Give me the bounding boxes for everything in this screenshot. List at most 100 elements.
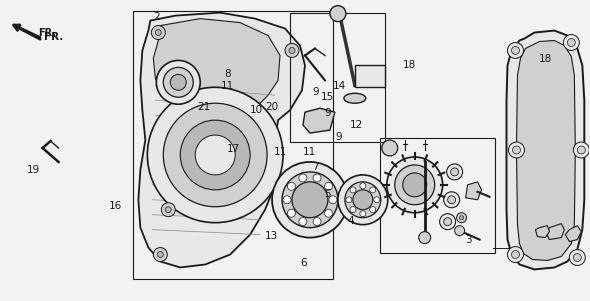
Text: 17: 17 (227, 144, 240, 154)
Circle shape (350, 187, 356, 193)
Circle shape (338, 175, 388, 225)
Circle shape (283, 196, 291, 204)
Circle shape (163, 67, 194, 97)
Circle shape (165, 207, 171, 213)
Circle shape (181, 120, 250, 190)
Text: 10: 10 (250, 105, 263, 115)
Circle shape (387, 157, 442, 213)
Circle shape (563, 35, 579, 51)
Circle shape (513, 146, 520, 154)
Circle shape (569, 250, 585, 265)
Circle shape (448, 196, 455, 204)
Circle shape (360, 183, 366, 189)
Polygon shape (303, 108, 335, 133)
Circle shape (460, 216, 464, 220)
Circle shape (444, 218, 451, 226)
Ellipse shape (344, 93, 366, 103)
Bar (290, 13, 385, 142)
Circle shape (370, 187, 376, 193)
Circle shape (403, 173, 427, 197)
Text: FR.: FR. (38, 28, 57, 38)
Text: 11: 11 (274, 147, 287, 157)
Polygon shape (153, 19, 280, 118)
Circle shape (195, 135, 235, 175)
Text: 16: 16 (109, 201, 122, 211)
Circle shape (451, 168, 458, 176)
Text: 20: 20 (265, 102, 278, 112)
Circle shape (330, 6, 346, 22)
Circle shape (507, 42, 523, 58)
Circle shape (573, 142, 589, 158)
Circle shape (512, 46, 519, 54)
Circle shape (447, 164, 463, 180)
Circle shape (509, 142, 525, 158)
Text: 7: 7 (312, 162, 319, 172)
Circle shape (353, 190, 373, 210)
Circle shape (313, 218, 321, 225)
Circle shape (289, 48, 295, 54)
Text: 9: 9 (324, 108, 330, 118)
Polygon shape (536, 226, 549, 237)
Text: 11: 11 (221, 81, 234, 91)
Circle shape (444, 192, 460, 208)
Polygon shape (139, 13, 305, 268)
Circle shape (568, 39, 575, 46)
Circle shape (153, 247, 168, 262)
Text: 13: 13 (265, 231, 278, 241)
Text: 15: 15 (321, 92, 334, 101)
Circle shape (287, 182, 296, 190)
Circle shape (285, 44, 299, 57)
Polygon shape (516, 41, 575, 260)
Polygon shape (466, 182, 481, 200)
Circle shape (512, 250, 519, 259)
Circle shape (287, 209, 296, 217)
Circle shape (573, 253, 581, 262)
Circle shape (156, 61, 200, 104)
Bar (133, 11, 333, 279)
Circle shape (285, 197, 291, 203)
Circle shape (161, 203, 175, 217)
Circle shape (313, 174, 321, 182)
Circle shape (272, 162, 348, 237)
Circle shape (299, 174, 307, 182)
Circle shape (299, 218, 307, 225)
Circle shape (324, 182, 333, 190)
Text: 11: 11 (303, 147, 316, 157)
Circle shape (374, 197, 380, 203)
Circle shape (163, 103, 267, 207)
Circle shape (324, 209, 333, 217)
Circle shape (455, 226, 464, 236)
Circle shape (281, 193, 295, 207)
Circle shape (155, 29, 161, 36)
Text: 18: 18 (539, 54, 552, 64)
Circle shape (292, 182, 328, 218)
Circle shape (158, 252, 163, 257)
Circle shape (419, 232, 431, 244)
Text: 14: 14 (333, 81, 346, 91)
Text: 21: 21 (197, 102, 211, 112)
Circle shape (282, 172, 338, 228)
Circle shape (507, 247, 523, 262)
Circle shape (382, 140, 398, 156)
Polygon shape (565, 226, 581, 242)
Text: 12: 12 (350, 120, 363, 130)
Circle shape (440, 214, 455, 230)
Circle shape (578, 146, 585, 154)
Text: 8: 8 (224, 69, 231, 79)
Circle shape (345, 182, 381, 218)
Circle shape (329, 196, 337, 204)
Circle shape (350, 207, 356, 213)
Bar (380, 138, 494, 253)
Text: 2: 2 (153, 12, 160, 22)
Text: 9: 9 (312, 87, 319, 97)
Circle shape (171, 74, 186, 90)
Polygon shape (506, 31, 584, 269)
Circle shape (148, 87, 283, 223)
Text: 3: 3 (466, 235, 472, 245)
Text: 6: 6 (300, 258, 307, 268)
Circle shape (152, 26, 165, 39)
Text: 19: 19 (27, 165, 40, 175)
Circle shape (346, 197, 352, 203)
Polygon shape (546, 224, 565, 240)
Circle shape (457, 213, 467, 223)
